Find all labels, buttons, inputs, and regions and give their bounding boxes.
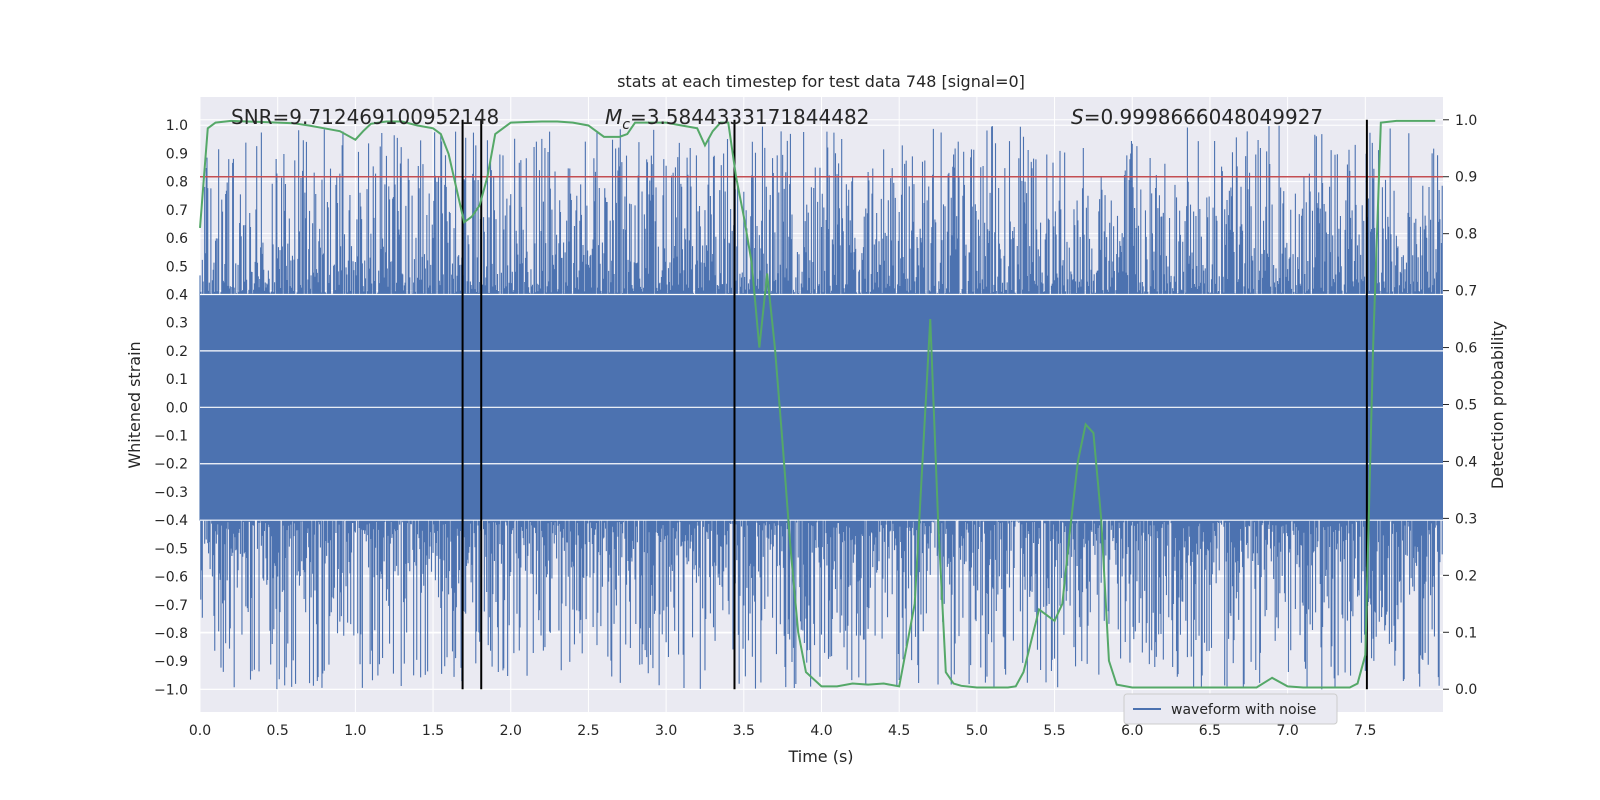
x-tick-label: 5.5 — [1043, 723, 1065, 739]
left-tick-label: −0.5 — [154, 541, 188, 557]
waveform-trace — [199, 125, 1443, 690]
left-tick-label: 0.4 — [166, 287, 188, 303]
x-tick-label: 2.0 — [500, 723, 522, 739]
probability-line — [199, 119, 1436, 689]
left-axis-ticks: 1.0 0.9 0.8 0.7 0.6 0.5 0.4 0.3 0.2 0.1 0.0 −0.1 −0.… — [154, 118, 188, 698]
left-tick-label: 1.0 — [166, 118, 188, 134]
right-tick-label: 0.7 — [1455, 284, 1477, 300]
legend: waveform with noise — [1123, 693, 1338, 725]
right-tick-label: 0.8 — [1455, 227, 1477, 243]
left-tick-label: −0.9 — [154, 654, 188, 670]
legend-box — [1123, 693, 1338, 725]
right-tick-label: 0.0 — [1455, 682, 1477, 698]
left-tick-label: 0.3 — [166, 316, 188, 332]
x-tick-label: 6.5 — [1199, 723, 1221, 739]
left-tick-label: −0.1 — [154, 429, 188, 445]
left-tick-label: 0.2 — [166, 344, 188, 360]
s-annotation: S=0.9998666048049927 — [1071, 105, 1323, 129]
x-tick-label: 3.5 — [733, 723, 755, 739]
left-tick-label: 0.8 — [166, 175, 188, 191]
left-tick-label: 0.0 — [166, 400, 188, 416]
legend-label: waveform with noise — [1171, 702, 1316, 718]
left-tick-label: 0.1 — [166, 372, 188, 388]
detection-probability-series — [199, 119, 1436, 689]
x-tick-label: 6.0 — [1121, 723, 1143, 739]
left-tick-label: −0.7 — [154, 598, 188, 614]
right-tick-label: 0.4 — [1455, 454, 1477, 470]
left-tick-label: −0.3 — [154, 485, 188, 501]
right-tick-label: 0.3 — [1455, 511, 1477, 527]
left-tick-label: −1.0 — [154, 682, 188, 698]
left-tick-label: 0.7 — [166, 203, 188, 219]
x-axis-label: Time (s) — [787, 747, 853, 766]
right-tick-label: 0.6 — [1455, 341, 1477, 357]
right-tick-label: 0.5 — [1455, 398, 1477, 414]
left-tick-label: −0.4 — [154, 513, 188, 529]
left-tick-label: 0.9 — [166, 146, 188, 162]
x-tick-label: 1.5 — [422, 723, 444, 739]
x-tick-label: 2.5 — [577, 723, 599, 739]
x-tick-label: 7.0 — [1276, 723, 1298, 739]
x-tick-label: 4.0 — [810, 723, 832, 739]
x-tick-label: 7.5 — [1354, 723, 1376, 739]
x-tick-label: 5.0 — [966, 723, 988, 739]
x-tick-label: 0.0 — [189, 723, 211, 739]
chirp-mass-annotation: Mc=3.5844333171844482 — [605, 105, 869, 133]
left-tick-label: −0.6 — [154, 570, 188, 586]
x-tick-label: 4.5 — [888, 723, 910, 739]
right-axis-ticks: 1.0 0.9 0.8 0.7 0.6 0.5 0.4 0.3 0.2 0.1 0.0 — [1443, 113, 1477, 698]
left-tick-label: 0.5 — [166, 259, 188, 275]
right-tick-label: 0.9 — [1455, 170, 1477, 186]
right-tick-label: 0.2 — [1455, 568, 1477, 584]
right-tick-label: 0.1 — [1455, 625, 1477, 641]
chart-title: stats at each timestep for test data 748… — [617, 72, 1025, 91]
x-axis-ticks: 0.0 0.5 1.0 1.5 2.0 2.5 3.0 3.5 4.0 4.5 5.0 5.5 6.0 6… — [189, 723, 1377, 739]
y-axis-right-label: Detection probability — [1488, 321, 1507, 489]
left-tick-label: 0.6 — [166, 231, 188, 247]
waveform-with-noise-series — [199, 125, 1443, 690]
left-tick-label: −0.8 — [154, 626, 188, 642]
left-tick-label: −0.2 — [154, 457, 188, 473]
snr-annotation: SNR=9.712469100952148 — [231, 105, 499, 129]
y-axis-left-label: Whitened strain — [125, 341, 144, 468]
right-tick-label: 1.0 — [1455, 113, 1477, 129]
x-tick-label: 0.5 — [267, 723, 289, 739]
x-tick-label: 3.0 — [655, 723, 677, 739]
x-tick-label: 1.0 — [344, 723, 366, 739]
